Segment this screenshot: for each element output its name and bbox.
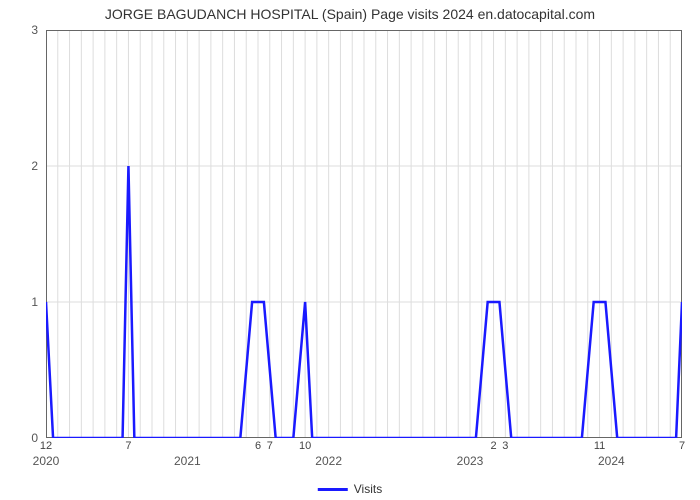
x-minor-label: 7 bbox=[125, 440, 131, 452]
x-minor-label: 2 bbox=[490, 440, 496, 452]
x-minor-label: 11 bbox=[594, 440, 605, 452]
chart-container: JORGE BAGUDANCH HOSPITAL (Spain) Page vi… bbox=[0, 0, 700, 500]
legend-swatch bbox=[318, 488, 348, 491]
chart-title: JORGE BAGUDANCH HOSPITAL (Spain) Page vi… bbox=[0, 6, 700, 22]
legend: Visits bbox=[318, 482, 382, 496]
x-minor-label: 7 bbox=[679, 440, 685, 452]
x-major-label: 2023 bbox=[457, 454, 484, 468]
x-major-label: 2024 bbox=[598, 454, 625, 468]
x-major-label: 2022 bbox=[315, 454, 342, 468]
y-tick-label: 1 bbox=[16, 295, 38, 309]
x-major-label: 2020 bbox=[33, 454, 60, 468]
legend-label: Visits bbox=[354, 482, 382, 496]
x-minor-label: 3 bbox=[502, 440, 508, 452]
y-tick-label: 3 bbox=[16, 23, 38, 37]
x-major-label: 2021 bbox=[174, 454, 201, 468]
x-minor-label: 6 bbox=[255, 440, 261, 452]
x-minor-label: 7 bbox=[267, 440, 273, 452]
y-tick-label: 2 bbox=[16, 159, 38, 173]
plot-area bbox=[46, 30, 682, 438]
x-minor-label: 10 bbox=[299, 440, 311, 452]
chart-svg bbox=[46, 30, 682, 438]
y-tick-label: 0 bbox=[16, 431, 38, 445]
x-minor-label: 12 bbox=[40, 440, 52, 452]
